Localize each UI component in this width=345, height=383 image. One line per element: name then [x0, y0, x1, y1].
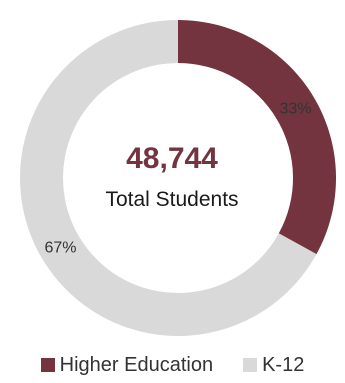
donut-chart: 33% 67% 48,744 Total Students [20, 20, 336, 336]
slice-k-12 [20, 20, 317, 336]
legend-label-k12: K-12 [262, 353, 305, 376]
legend-item-k12: K-12 [243, 354, 304, 377]
chart-legend: Higher Education K-12 [0, 352, 345, 378]
legend-swatch-higher-education [40, 358, 55, 372]
slice-label-higher-education: 33% [279, 101, 311, 118]
total-label: Total Students [105, 188, 238, 211]
total-value: 48,744 [126, 142, 218, 175]
slice-higher-education [178, 20, 336, 255]
slice-labels: 33% 67% [44, 101, 311, 257]
legend-item-higher-education: Higher Education [40, 353, 214, 377]
legend-label-higher-education: Higher Education [59, 353, 214, 376]
legend-swatch-k12 [243, 358, 258, 372]
donut-slices [20, 20, 336, 336]
slice-label-k-12: 67% [44, 239, 76, 256]
